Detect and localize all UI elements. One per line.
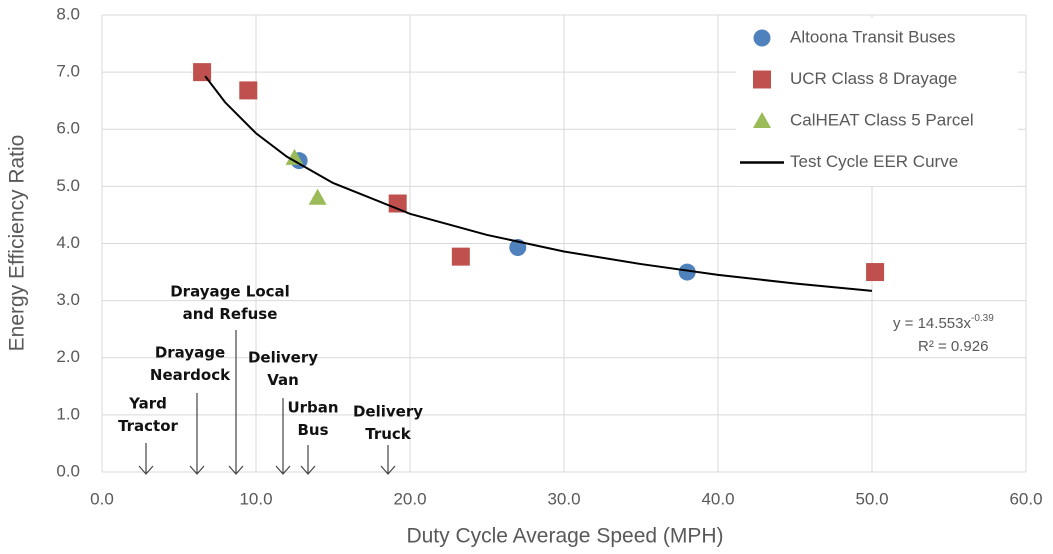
equation-text: y = 14.553x xyxy=(893,315,971,332)
annotation: Neardock xyxy=(150,366,231,384)
annotation-arrowhead xyxy=(275,465,291,475)
annotation-arrowhead xyxy=(189,465,205,475)
x-tick-label: 10.0 xyxy=(239,489,272,508)
annotation: Tractor xyxy=(118,417,178,435)
annotation: Bus xyxy=(297,421,328,439)
y-axis-title: Energy Efficiency Ratio xyxy=(6,135,29,352)
y-tick-label: 4.0 xyxy=(56,233,80,252)
y-tick-label: 3.0 xyxy=(56,290,80,309)
x-tick-label: 50.0 xyxy=(855,489,888,508)
equation: y = 14.553x-0.39 xyxy=(893,313,994,332)
y-tick-label: 0.0 xyxy=(56,461,80,480)
r-squared: R² = 0.926 xyxy=(918,338,988,355)
y-tick-label: 6.0 xyxy=(56,119,80,138)
x-axis-title: Duty Cycle Average Speed (MPH) xyxy=(406,525,723,548)
legend-label: Altoona Transit Buses xyxy=(790,27,955,46)
annotation: Drayage Local xyxy=(170,283,290,301)
annotation: Urban xyxy=(287,399,338,417)
legend-label: CalHEAT Class 5 Parcel xyxy=(790,110,974,129)
annotation: Delivery xyxy=(353,403,423,421)
point xyxy=(678,263,696,281)
annotation: Delivery xyxy=(248,349,318,367)
y-tick-label: 5.0 xyxy=(56,176,80,195)
annotation: Drayage xyxy=(155,344,225,362)
point xyxy=(285,148,304,165)
y-tick-label: 2.0 xyxy=(56,347,80,366)
x-tick-label: 30.0 xyxy=(547,489,580,508)
x-tick-label: 40.0 xyxy=(701,489,734,508)
annotation-arrowhead xyxy=(228,465,244,475)
y-tick-label: 7.0 xyxy=(56,62,80,81)
point xyxy=(753,29,771,47)
annotation: Yard xyxy=(128,395,167,413)
point xyxy=(753,70,771,89)
annotation: and Refuse xyxy=(183,305,278,323)
x-tick-label: 60.0 xyxy=(1009,489,1042,508)
legend-label: Test Cycle EER Curve xyxy=(790,152,958,171)
trend-curve xyxy=(204,75,873,292)
point xyxy=(193,63,212,82)
y-tick-label: 1.0 xyxy=(56,404,80,423)
x-tick-label: 20.0 xyxy=(393,489,426,508)
equation-exponent: -0.39 xyxy=(971,313,994,324)
annotation-arrowhead xyxy=(138,465,154,475)
point xyxy=(866,263,885,282)
x-tick-label: 0.0 xyxy=(90,489,114,508)
annotation-arrowhead xyxy=(380,465,396,475)
y-tick-label: 8.0 xyxy=(56,4,80,23)
legend-label: UCR Class 8 Drayage xyxy=(790,69,957,88)
point xyxy=(451,247,470,266)
point xyxy=(753,112,771,128)
annotation-arrowhead xyxy=(300,465,316,475)
point xyxy=(239,81,258,100)
point xyxy=(308,188,327,205)
annotation: Truck xyxy=(365,425,412,443)
legend-box xyxy=(736,18,1018,186)
annotation: Van xyxy=(267,371,299,389)
